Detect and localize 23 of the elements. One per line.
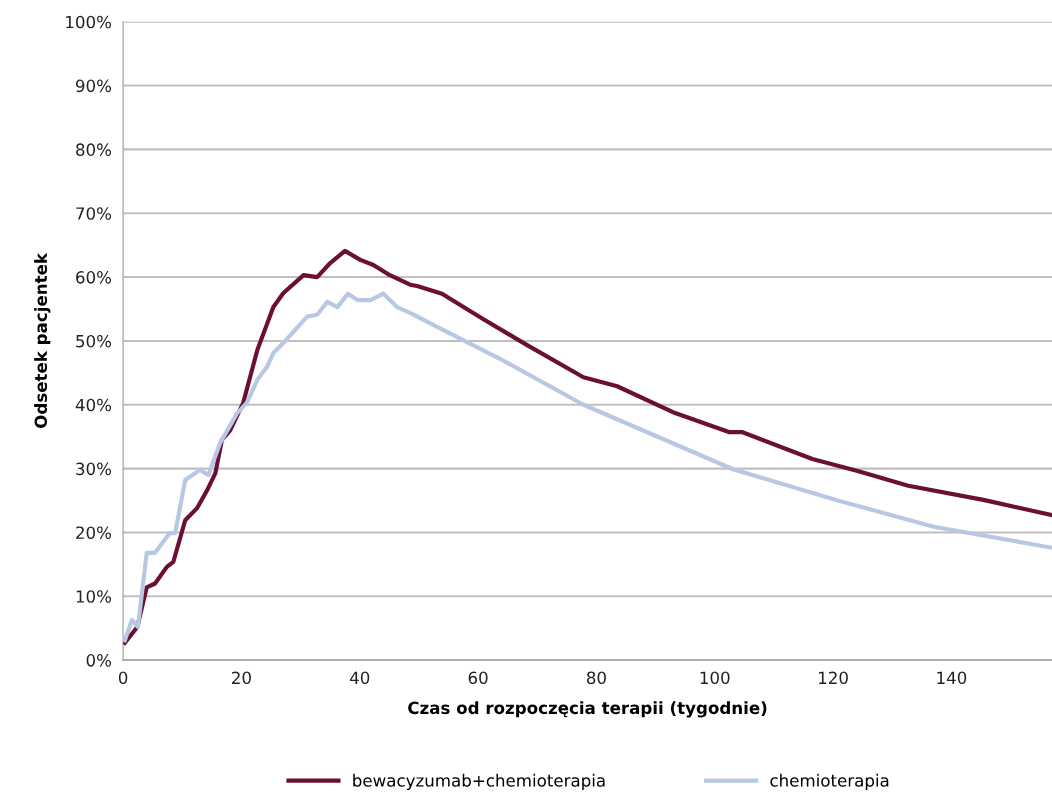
x-tick-label: 60 bbox=[468, 671, 488, 685]
y-tick-label: 40% bbox=[75, 398, 112, 412]
x-tick-label: 140 bbox=[937, 671, 967, 685]
y-tick-label: 30% bbox=[76, 462, 112, 476]
y-tick-label: 20% bbox=[76, 526, 112, 539]
y-tick-label: 100% bbox=[66, 15, 112, 29]
y-tick-label: 50% bbox=[76, 334, 112, 348]
y-tick-label: 70% bbox=[76, 207, 112, 220]
legend-label: bewacyzumab+chemioterapia bbox=[353, 773, 605, 790]
y-tick-label: 90% bbox=[75, 79, 112, 93]
x-tick-label: 80 bbox=[586, 671, 606, 685]
legend-label: chemioterapia bbox=[770, 773, 889, 790]
y-tick-label: 0% bbox=[86, 654, 112, 667]
x-tick-label: 40 bbox=[349, 671, 370, 685]
x-tick-label: 20 bbox=[232, 671, 251, 685]
y-tick-label: 10% bbox=[76, 590, 112, 603]
x-axis-title: Czas od rozpoczęcia terapii (tygodnie) bbox=[408, 701, 767, 718]
x-tick-label: 100 bbox=[700, 671, 730, 685]
x-tick-label: 120 bbox=[819, 671, 848, 685]
y-axis-title: Odsetek pacjentek bbox=[34, 252, 51, 428]
x-tick-label: 0 bbox=[118, 671, 128, 685]
y-tick-label: 80% bbox=[76, 143, 112, 156]
y-tick-label: 60% bbox=[76, 271, 112, 284]
